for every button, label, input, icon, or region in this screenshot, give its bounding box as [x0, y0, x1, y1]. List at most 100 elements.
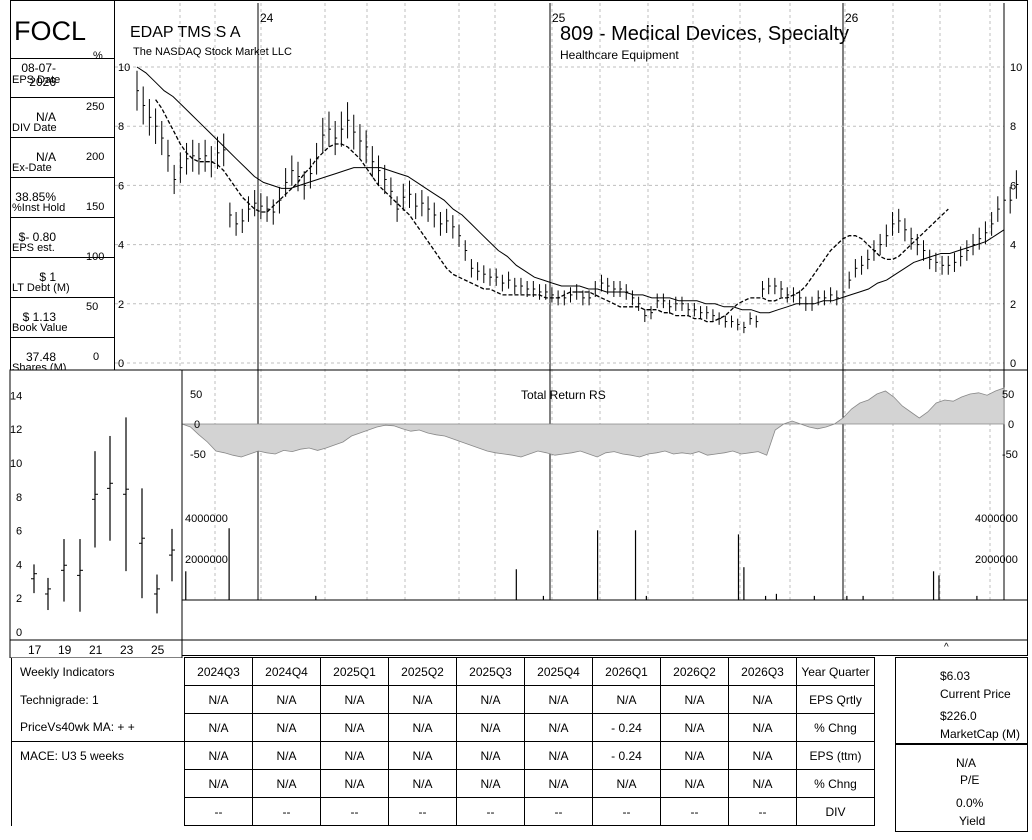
year-marker-label: 24 [260, 11, 274, 25]
table-cell: N/A [388, 769, 457, 798]
table-row: PriceVs40wk MA: + + N/A N/A N/A N/A N/A N/A - 0… [11, 713, 875, 742]
table-cell: - 0.24 [592, 741, 661, 770]
inset-tick-label: 2 [16, 593, 22, 605]
market-cap-label: MarketCap (M) [940, 727, 1021, 741]
sidebar-label: EPS est. [12, 242, 55, 254]
table-cell: N/A [524, 713, 593, 742]
table-cell: -- [728, 797, 797, 826]
ma-40-line [136, 66, 1005, 314]
pct-tick-label: 0 [93, 351, 100, 363]
column-header: 2025Q2 [388, 657, 457, 686]
column-header: 2026Q3 [728, 657, 797, 686]
current-price-label: Current Price [940, 687, 1011, 701]
row-metric-label: % Chng [796, 713, 875, 742]
table-cell: N/A [320, 713, 389, 742]
table-cell: N/A [728, 713, 797, 742]
table-cell: -- [320, 797, 389, 826]
table-cell: N/A [456, 713, 525, 742]
inset-x-label: 21 [89, 643, 103, 657]
table-cell: N/A [524, 741, 593, 770]
sidebar-value: 08-07-2026 [21, 61, 56, 89]
row-metric-label: % Chng [796, 769, 875, 798]
price-tick-label: 0 [118, 358, 124, 370]
table-cell: N/A [592, 769, 661, 798]
sidebar-cell: N/A DIV Date [11, 98, 114, 138]
current-price: $6.03 [940, 669, 971, 683]
column-header: Year Quarter [796, 657, 875, 686]
price-tick-label: 10 [118, 62, 130, 74]
pct-tick-label: 50 [86, 301, 99, 313]
caret-marker: ^ [944, 642, 949, 653]
sidebar-label: Book Value [12, 322, 68, 334]
sidebar-value: N/A [35, 110, 56, 124]
rs-tick-label-right: 50 [1002, 389, 1014, 401]
pct-tick-label: 150 [86, 201, 105, 213]
table-row: MACE: U3 5 weeks N/A N/A N/A N/A N/A N/A - 0.24… [11, 741, 875, 770]
inset-tick-label: 12 [10, 424, 22, 436]
inset-frame [9, 369, 183, 658]
pct-tick-label: 100 [86, 251, 105, 263]
rs-title: Total Return RS [521, 388, 606, 402]
price-tick-label: 8 [118, 121, 124, 133]
pct-symbol: % [93, 50, 103, 62]
table-cell: -- [524, 797, 593, 826]
yield-label: Yield [959, 814, 986, 828]
table-cell: N/A [388, 685, 457, 714]
table-cell: N/A [252, 769, 321, 798]
table-cell: N/A [660, 769, 729, 798]
row-metric-label: EPS Qrtly [796, 685, 875, 714]
table-row: N/A N/A N/A N/A N/A N/A N/A N/A N/A% Chng [11, 769, 875, 798]
column-header: 2025Q1 [320, 657, 389, 686]
table-row: -- -- -- -- -- -- -- -- -- DIV [11, 797, 875, 826]
sidebar-value: $ 1.13 [22, 310, 56, 324]
column-header: 2026Q2 [660, 657, 729, 686]
table-cell: -- [388, 797, 457, 826]
rs-tick-label-right: 0 [1008, 419, 1014, 431]
indicator-label: PriceVs40wk MA: + + [11, 713, 185, 742]
table-cell: -- [592, 797, 661, 826]
ticker-symbol: FOCL [14, 16, 87, 46]
table-cell: N/A [320, 741, 389, 770]
sidebar-label: %Inst Hold [12, 202, 66, 214]
indicator-label [11, 769, 185, 798]
volume-tick-label-right: 4000000 [975, 513, 1018, 525]
table-cell: N/A [184, 741, 253, 770]
ma-10-line [155, 99, 949, 323]
table-cell: N/A [660, 741, 729, 770]
right-panel-bottom [895, 744, 1028, 832]
table-cell: N/A [456, 741, 525, 770]
row-metric-label: EPS (ttm) [796, 741, 875, 770]
inset-tick-label: 0 [16, 627, 22, 639]
price-tick-label-right: 10 [1010, 62, 1022, 74]
inset-x-label: 25 [151, 643, 165, 657]
table-cell: -- [252, 797, 321, 826]
indicator-label: Technigrade: 1 [11, 685, 185, 714]
sidebar-cell: $ 1 LT Debt (M) [11, 258, 114, 298]
rs-tick-label: -50 [190, 449, 206, 461]
sidebar-value: 38.85% [15, 190, 56, 204]
price-tick-label-right: 8 [1010, 121, 1016, 133]
indicator-label: Weekly Indicators [11, 657, 185, 686]
inset-x-label: 23 [120, 643, 134, 657]
table-cell: N/A [184, 713, 253, 742]
company-name: EDAP TMS S A [130, 24, 241, 41]
table-cell: N/A [184, 685, 253, 714]
price-tick-label: 6 [118, 180, 124, 192]
sidebar-label: LT Debt (M) [12, 282, 70, 294]
price-tick-label: 4 [118, 240, 124, 252]
inset-tick-label: 10 [10, 458, 22, 470]
exchange-name: The NASDAQ Stock Market LLC [133, 46, 292, 58]
volume-tick-label: 4000000 [185, 513, 228, 525]
table-cell: -- [660, 797, 729, 826]
market-cap: $226.0 [940, 709, 977, 723]
sidebar-label: DIV Date [12, 122, 57, 134]
inset-x-label: 17 [28, 643, 42, 657]
sidebar-cell: 38.85% %Inst Hold [11, 178, 114, 218]
sidebar-value: N/A [35, 150, 56, 164]
price-tick-label-right: 2 [1010, 299, 1016, 311]
yield-value: 0.0% [956, 796, 984, 810]
table-cell: N/A [456, 685, 525, 714]
pct-tick-label: 200 [86, 151, 105, 163]
inset-tick-label: 6 [16, 526, 22, 538]
